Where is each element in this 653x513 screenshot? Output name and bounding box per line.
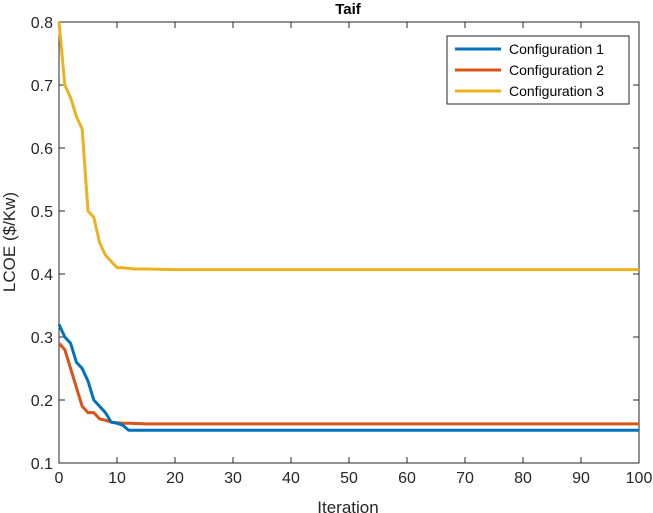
x-tick-label: 40 <box>282 470 300 487</box>
x-tick-label: 90 <box>572 470 590 487</box>
y-tick-label: 0.5 <box>31 204 53 221</box>
x-tick-label: 30 <box>224 470 242 487</box>
series-line-1 <box>57 323 639 432</box>
x-tick-label: 20 <box>166 470 184 487</box>
y-axis-label: LCOE ($/Kw) <box>0 192 19 292</box>
y-tick-label: 0.4 <box>31 267 53 284</box>
series-line-2 <box>57 342 639 426</box>
legend-label: Configuration 3 <box>509 83 604 99</box>
x-tick-label: 70 <box>456 470 474 487</box>
x-tick-label: 60 <box>398 470 416 487</box>
y-tick-label: 0.2 <box>31 393 53 410</box>
x-tick-label: 80 <box>514 470 532 487</box>
y-tick-label: 0.7 <box>31 78 53 95</box>
x-tick-label: 10 <box>108 470 126 487</box>
legend: Configuration 1 Configuration 2 Configurat… <box>446 35 630 105</box>
y-tick-label: 0.8 <box>31 15 53 32</box>
legend-label: Configuration 2 <box>509 62 604 78</box>
y-tick-label: 0.3 <box>31 330 53 347</box>
x-tick-label: 0 <box>55 470 64 487</box>
y-tick-label: 0.6 <box>31 141 53 158</box>
x-axis-label: Iteration <box>317 498 378 513</box>
y-tick-label: 0.1 <box>31 456 53 473</box>
series-line-3 <box>57 21 639 272</box>
axis-ticks: 0 10 20 30 40 50 60 70 80 90 100 0.1 0.2 0.3 0.4 0.5 0.6… <box>31 15 653 487</box>
chart-title: Taif <box>335 1 362 18</box>
legend-label: Configuration 1 <box>509 41 604 57</box>
x-tick-label: 100 <box>626 470 653 487</box>
series-lines <box>57 21 639 432</box>
x-tick-label: 50 <box>340 470 358 487</box>
